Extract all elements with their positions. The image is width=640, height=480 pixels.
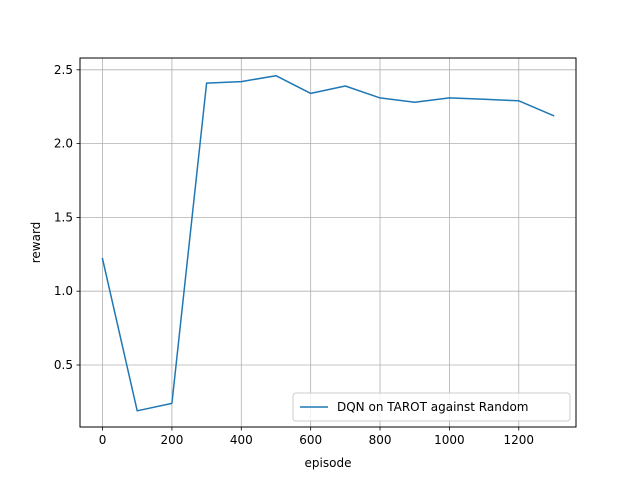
x-axis-label: episode (305, 456, 352, 470)
x-tick-label: 600 (299, 433, 322, 447)
y-tick-label: 2.0 (54, 137, 73, 151)
series-line (101, 74, 555, 412)
y-axis: 0.5 1.0 1.5 2.0 2.5 (54, 63, 80, 372)
x-tick-label: 800 (369, 433, 392, 447)
legend: DQN on TAROT against Random (292, 392, 571, 422)
x-tick-label: 1000 (434, 433, 465, 447)
x-tick-label: 400 (230, 433, 253, 447)
x-tick-label: 1200 (503, 433, 534, 447)
y-tick-label: 1.0 (54, 284, 73, 298)
y-axis-label: reward (29, 222, 43, 264)
plot-frame (79, 57, 577, 428)
x-axis: 0 200 400 600 800 1000 1200 (99, 427, 534, 447)
grid (80, 58, 576, 427)
y-tick-label: 2.5 (54, 63, 73, 77)
x-tick-label: 0 (99, 433, 107, 447)
series-layer (101, 74, 555, 412)
legend-label: DQN on TAROT against Random (337, 400, 529, 414)
y-tick-label: 0.5 (54, 358, 73, 372)
legend-box (292, 392, 571, 422)
y-tick-label: 1.5 (54, 210, 73, 224)
x-tick-label: 200 (160, 433, 183, 447)
